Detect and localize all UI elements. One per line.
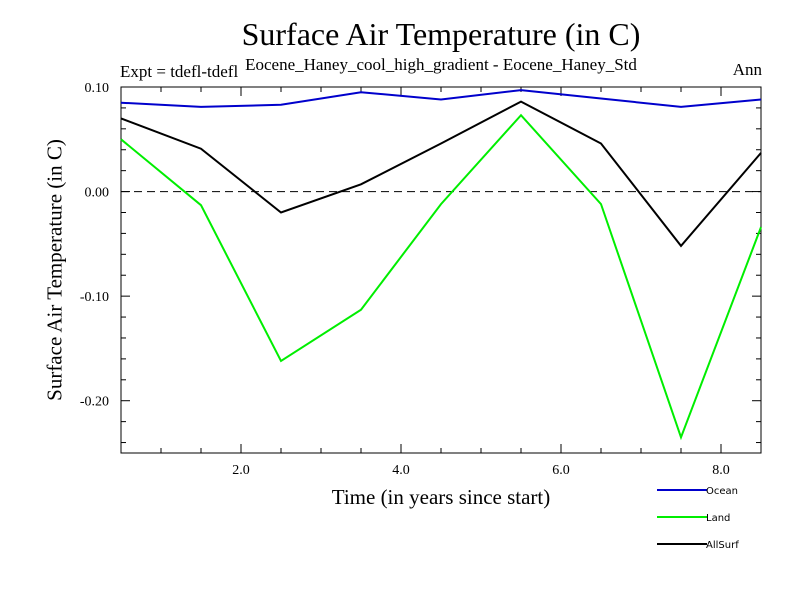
y-tick-label: 0.00 [85,186,110,201]
legend-label-ocean: Ocean [706,486,738,497]
legend-label-land: Land [706,513,730,524]
y-tick-label: 0.10 [85,81,110,96]
y-tick-label: -0.10 [80,290,109,305]
y-tick-label: -0.20 [80,395,109,410]
x-tick-label: 6.0 [552,463,570,478]
series-line-ocean [120,89,762,108]
x-tick-label: 4.0 [392,463,410,478]
x-tick-label: 2.0 [232,463,250,478]
period-label: Ann [732,60,762,79]
legend-label-allsurf: AllSurf [706,540,739,551]
plot-frame [120,86,762,454]
series-line-allsurf [120,100,762,248]
chart-subtitle: Eocene_Haney_cool_high_gradient - Eocene… [245,55,637,74]
series-line-land [120,113,762,441]
chart-title: Surface Air Temperature (in C) [241,16,641,52]
x-axis-label: Time (in years since start) [331,485,551,509]
experiment-label: Expt = tdefl-tdefl [120,62,239,81]
x-tick-label: 8.0 [712,463,730,478]
